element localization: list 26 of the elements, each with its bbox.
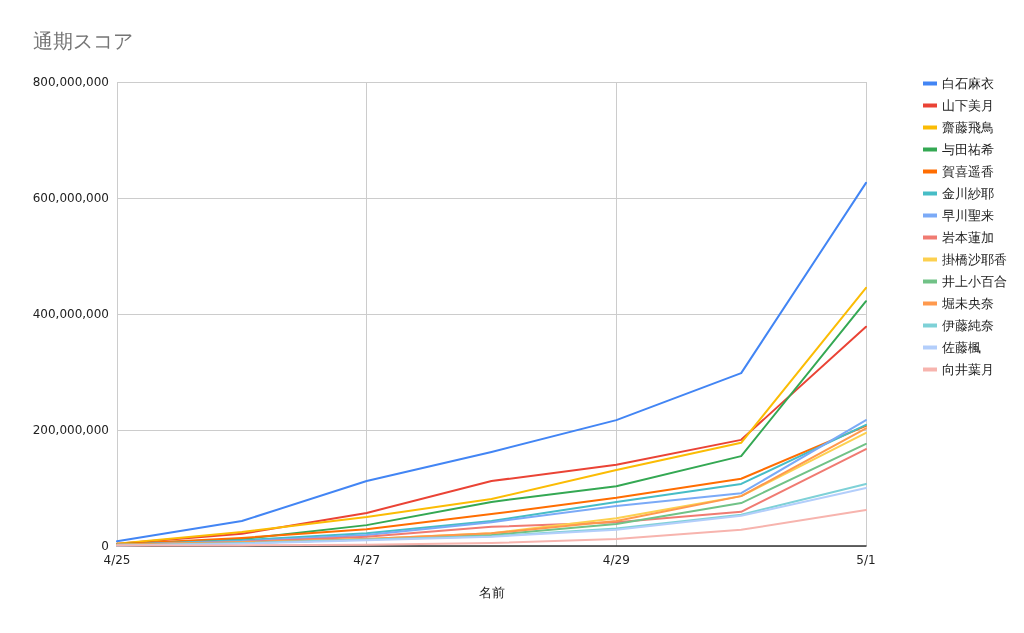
x-axis-title: 名前 [478, 585, 505, 600]
y-tick-label: 200,000,000 [32, 423, 109, 437]
y-tick-label: 0 [101, 539, 109, 553]
legend-label: 山下美月 [942, 98, 994, 113]
legend-label: 掛橋沙耶香 [942, 252, 1007, 267]
y-tick-label: 400,000,000 [32, 307, 109, 321]
legend-label: 金川紗耶 [942, 186, 994, 201]
legend-label: 佐藤楓 [942, 340, 981, 355]
x-tick-label: 5/1 [856, 553, 876, 567]
y-tick-label: 600,000,000 [32, 191, 109, 205]
legend-label: 賀喜遥香 [942, 164, 994, 179]
legend-label: 白石麻衣 [942, 76, 994, 91]
x-tick-label: 4/27 [353, 553, 381, 567]
legend-label: 堀未央奈 [941, 296, 994, 311]
line-series [116, 181, 867, 543]
legend-label: 伊藤純奈 [942, 318, 994, 333]
legend-label: 井上小百合 [942, 274, 1007, 289]
legend-label: 与田祐希 [942, 142, 994, 157]
legend-label: 向井葉月 [942, 362, 994, 377]
legend-label: 齋藤飛鳥 [942, 120, 994, 135]
chart-title: 通期スコア [33, 29, 133, 53]
x-tick-label: 4/25 [103, 553, 131, 567]
legend-label: 早川聖来 [942, 208, 994, 223]
y-tick-label: 800,000,000 [32, 75, 109, 89]
legend-label: 岩本蓮加 [942, 230, 994, 245]
x-tick-label: 4/29 [602, 553, 630, 567]
